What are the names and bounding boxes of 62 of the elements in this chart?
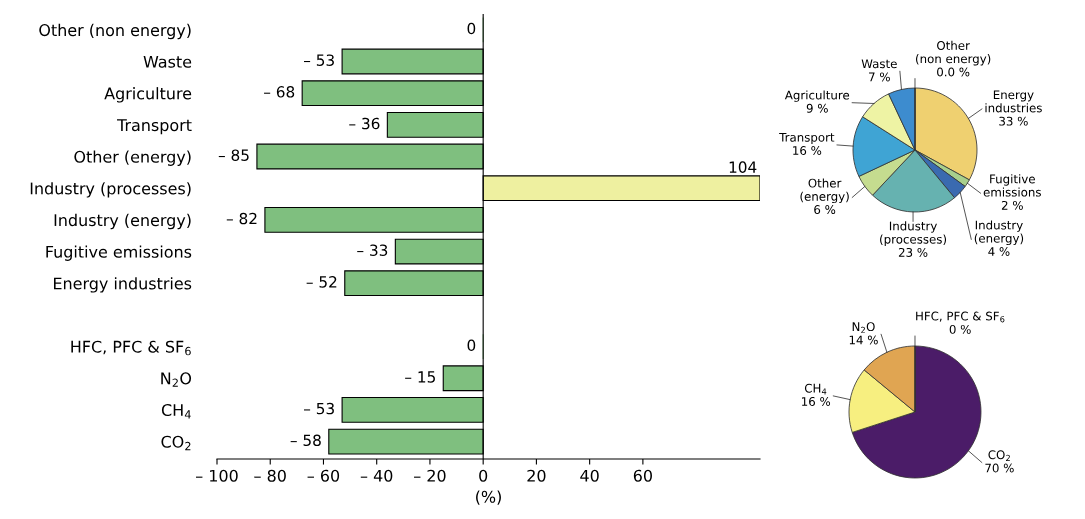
data-label: – 53: [303, 54, 334, 66]
data-label: – 58: [290, 434, 321, 447]
x-tick-label: 60: [633, 469, 652, 482]
y-tick-label: Industry (processes): [30, 182, 191, 198]
x-tick-label: 20: [527, 469, 546, 482]
data-label: 16 %: [793, 146, 822, 155]
data-label: – 85: [218, 149, 249, 161]
x-tick-label: 40: [580, 469, 599, 482]
data-label: – 82: [226, 212, 257, 225]
slice-label: Industry (energy): [974, 220, 1024, 246]
data-label: 7 %: [869, 72, 890, 82]
y-tick-label: Agriculture: [104, 87, 192, 103]
slice-label: Agriculture: [784, 90, 850, 102]
slice-label: Industry (processes): [880, 221, 947, 246]
x-tick-label: – 40: [360, 469, 393, 482]
x-axis-title: (%): [476, 490, 501, 505]
data-label: 0: [467, 22, 476, 35]
slice-label: Transport: [779, 132, 835, 145]
y-tick-label: CH$_{4}$: [161, 404, 191, 419]
x-tick-label: – 20: [414, 469, 446, 482]
slice-label: Waste: [861, 59, 897, 69]
y-tick-label: Other (non energy): [39, 23, 191, 40]
category-label: Other (non energy): [916, 40, 991, 66]
data-label: 104: [729, 161, 757, 173]
x-tick-label: – 80: [254, 469, 286, 482]
slice-label: CO$_{2}$: [988, 450, 1010, 461]
x-tick-label: – 60: [307, 469, 340, 482]
data-label: – 53: [303, 402, 334, 415]
data-label: – 52: [306, 276, 337, 288]
y-tick-label: CO$_{2}$: [161, 435, 191, 451]
text: 0.0 %: [937, 67, 970, 77]
data-label: 70 %: [985, 463, 1014, 473]
slice-label: N$_{2}$O: [852, 322, 875, 333]
data-label: – 33: [357, 244, 388, 256]
data-label: 23 %: [898, 247, 928, 257]
data-label: 0: [467, 339, 476, 351]
text: 0 %: [949, 324, 971, 334]
data-label: 2 %: [1001, 200, 1023, 210]
y-tick-label: Transport: [117, 119, 192, 135]
slice-label: Fugitive emissions: [983, 174, 1041, 197]
y-tick-label: N$_{2}$O: [161, 372, 192, 387]
y-tick-label: Other (energy): [74, 150, 191, 166]
x-tick-label: – 100: [196, 469, 238, 482]
category-label: HFC, PFC & SF$_{6}$: [916, 311, 1005, 323]
data-label: 14 %: [849, 335, 878, 345]
slice-label: Other (energy): [800, 178, 849, 204]
data-label: – 36: [349, 117, 380, 130]
data-label: 33 %: [999, 116, 1028, 126]
slice-label: Energy industries: [985, 90, 1042, 113]
y-tick-label: Fugitive emissions: [46, 245, 192, 261]
y-tick-label: HFC, PFC & SF$_{6}$: [71, 340, 191, 356]
data-label: – 15: [405, 371, 435, 383]
y-tick-label: Energy industries: [54, 277, 192, 293]
data-label: 4 %: [988, 247, 1010, 256]
slice-label: CH$_{4}$: [804, 383, 827, 395]
data-label: – 68: [264, 86, 295, 98]
x-tick-label: 0: [479, 469, 488, 482]
y-tick-label: Industry (energy): [54, 213, 191, 230]
data-label: 6 %: [814, 205, 836, 215]
y-tick-label: Waste: [143, 55, 192, 68]
data-label: 9 %: [806, 103, 828, 113]
data-label: 16 %: [802, 397, 831, 406]
